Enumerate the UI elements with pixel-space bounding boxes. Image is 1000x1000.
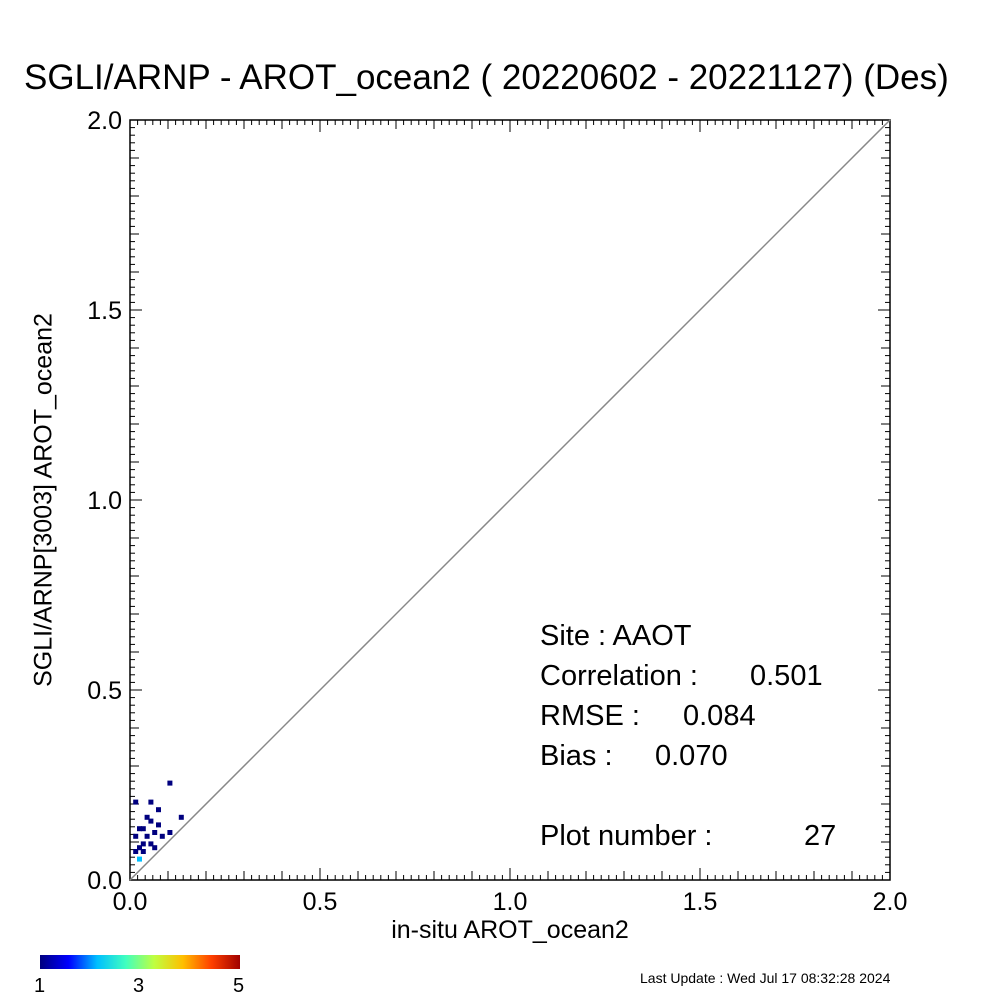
bias-label: Bias : — [540, 740, 613, 772]
axis-ticks — [130, 120, 890, 880]
rmse-label: RMSE : — [540, 700, 640, 732]
colorbar — [40, 955, 240, 969]
data-point — [159, 833, 165, 839]
x-axis-label: in-situ AROT_ocean2 — [391, 916, 629, 944]
data-point — [148, 818, 154, 824]
y-tick-label: 1.0 — [87, 487, 122, 515]
one-to-one-line — [129, 119, 891, 881]
data-point — [167, 780, 173, 786]
data-point — [133, 833, 139, 839]
data-point — [137, 845, 142, 851]
data-point — [144, 814, 150, 820]
data-point — [152, 845, 158, 851]
data-point — [156, 807, 161, 813]
chart-title: SGLI/ARNP - AROT_ocean2 ( 20220602 - 202… — [24, 58, 949, 97]
data-point — [152, 830, 158, 835]
colorbar-min-label: 1 — [34, 975, 46, 997]
x-tick-label: 0.0 — [113, 888, 148, 916]
data-point — [133, 849, 139, 854]
y-tick-label: 0.5 — [87, 677, 122, 705]
data-point — [140, 841, 146, 847]
data-point — [178, 814, 184, 820]
data-point — [144, 833, 150, 839]
data-point — [137, 856, 142, 862]
x-axis-label-wrap: in-situ AROT_ocean2 — [0, 916, 1000, 945]
data-point — [140, 849, 146, 854]
y-tick-label: 2.0 — [87, 107, 122, 135]
data-point — [140, 826, 146, 832]
data-points — [133, 780, 184, 862]
y-tick-label: 1.5 — [87, 297, 122, 325]
data-point — [148, 799, 154, 805]
x-tick-label: 1.0 — [493, 888, 528, 916]
y-axis-label: SGLI/ARNP[3003] AROT_ocean2 — [29, 313, 58, 687]
site-label: Site : AAOT — [540, 620, 692, 652]
x-tick-label: 0.5 — [303, 888, 338, 916]
colorbar-mid-label: 3 — [133, 975, 145, 997]
plot-number-label: Plot number : — [540, 820, 713, 852]
data-point — [167, 830, 173, 835]
tick-labels: 0.0 0.5 1.0 1.5 2.0 0.0 0.5 1.0 1.5 2.0 — [87, 107, 907, 916]
data-point — [148, 841, 154, 847]
data-point — [156, 822, 161, 828]
x-tick-label: 2.0 — [873, 888, 908, 916]
colorbar-max-label: 5 — [233, 975, 245, 997]
correlation-label: Correlation : — [540, 660, 698, 692]
data-point — [133, 799, 139, 805]
x-tick-label: 1.5 — [683, 888, 718, 916]
plot-number-value: 27 — [804, 820, 837, 852]
last-update-text: Last Update : Wed Jul 17 08:32:28 2024 — [640, 970, 891, 986]
bias-value: 0.070 — [655, 740, 728, 772]
correlation-value: 0.501 — [750, 660, 823, 692]
data-point — [137, 826, 142, 832]
y-tick-label: 0.0 — [87, 867, 122, 895]
rmse-value: 0.084 — [683, 700, 756, 732]
